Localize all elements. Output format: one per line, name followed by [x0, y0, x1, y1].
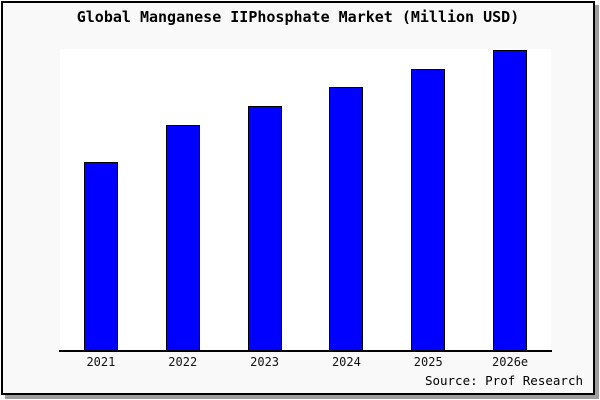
- x-tick-label-2024: 2024: [331, 355, 361, 369]
- bar-2022: [165, 125, 200, 350]
- bar-2021: [83, 162, 118, 350]
- x-tick-label-2026e: 2026e: [492, 355, 529, 369]
- x-tick-label-2023: 2023: [250, 355, 280, 369]
- plot-area: [60, 49, 551, 350]
- x-tick-label-2021: 2021: [86, 355, 116, 369]
- x-axis-line: [59, 350, 552, 352]
- x-tick-label-2022: 2022: [168, 355, 198, 369]
- bar-2025: [411, 69, 446, 350]
- bar-2024: [329, 87, 364, 350]
- x-axis-labels: 2021 2022 2023 2024 2025 2026e: [60, 354, 551, 372]
- bar-2026e: [493, 50, 528, 350]
- bar-2023: [247, 106, 282, 350]
- chart-title: Global Manganese IIPhosphate Market (Mil…: [76, 8, 520, 26]
- x-tick-label-2025: 2025: [413, 355, 443, 369]
- source-note: Source: Prof Research: [424, 373, 583, 388]
- chart-frame: Global Manganese IIPhosphate Market (Mil…: [1, 1, 595, 395]
